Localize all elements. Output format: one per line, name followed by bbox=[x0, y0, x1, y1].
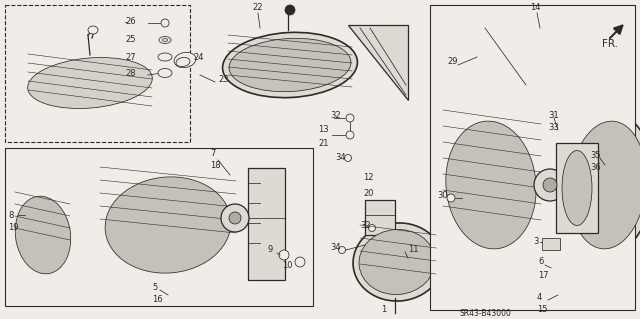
Ellipse shape bbox=[562, 151, 592, 226]
Text: 10: 10 bbox=[282, 261, 292, 270]
Ellipse shape bbox=[15, 196, 71, 274]
Ellipse shape bbox=[159, 36, 171, 43]
Ellipse shape bbox=[88, 26, 98, 34]
Text: 3: 3 bbox=[533, 238, 538, 247]
Ellipse shape bbox=[534, 169, 566, 201]
Text: 11: 11 bbox=[408, 246, 419, 255]
Text: 35: 35 bbox=[590, 151, 600, 160]
Text: 25: 25 bbox=[125, 35, 136, 44]
Text: 32: 32 bbox=[330, 110, 340, 120]
Text: 12: 12 bbox=[363, 174, 374, 182]
Bar bbox=[542, 238, 560, 250]
Ellipse shape bbox=[158, 69, 172, 78]
Ellipse shape bbox=[570, 121, 640, 249]
Polygon shape bbox=[478, 25, 528, 90]
Text: 27: 27 bbox=[125, 53, 136, 62]
Bar bbox=[5, 5, 190, 142]
Text: 16: 16 bbox=[152, 295, 163, 305]
Bar bbox=[556, 143, 598, 233]
Ellipse shape bbox=[161, 19, 169, 27]
Ellipse shape bbox=[22, 53, 157, 114]
Bar bbox=[5, 148, 313, 306]
Ellipse shape bbox=[369, 225, 376, 232]
Text: 19: 19 bbox=[8, 224, 19, 233]
Ellipse shape bbox=[229, 38, 351, 92]
Text: 24: 24 bbox=[193, 54, 204, 63]
Ellipse shape bbox=[105, 177, 231, 273]
Text: 14: 14 bbox=[530, 4, 541, 12]
Text: 23: 23 bbox=[218, 76, 228, 85]
Ellipse shape bbox=[223, 32, 357, 98]
Text: 30: 30 bbox=[437, 190, 447, 199]
Ellipse shape bbox=[11, 190, 79, 280]
Ellipse shape bbox=[158, 53, 172, 61]
Polygon shape bbox=[248, 168, 285, 280]
Ellipse shape bbox=[339, 247, 346, 254]
Ellipse shape bbox=[447, 194, 455, 202]
Text: 1: 1 bbox=[381, 306, 387, 315]
Text: 34: 34 bbox=[330, 243, 340, 253]
Text: 29: 29 bbox=[447, 57, 458, 66]
Ellipse shape bbox=[346, 131, 354, 139]
Text: 34: 34 bbox=[335, 153, 346, 162]
Ellipse shape bbox=[229, 212, 241, 224]
Ellipse shape bbox=[439, 113, 545, 257]
Ellipse shape bbox=[279, 250, 289, 260]
Ellipse shape bbox=[563, 113, 640, 257]
Text: FR.: FR. bbox=[602, 39, 618, 49]
Text: 7: 7 bbox=[210, 150, 216, 159]
Text: 20: 20 bbox=[363, 189, 374, 197]
Text: 31: 31 bbox=[548, 110, 559, 120]
Ellipse shape bbox=[98, 170, 238, 280]
Polygon shape bbox=[348, 25, 408, 100]
Text: 28: 28 bbox=[125, 69, 136, 78]
Ellipse shape bbox=[346, 114, 354, 122]
Ellipse shape bbox=[221, 204, 249, 232]
Ellipse shape bbox=[353, 223, 443, 301]
Bar bbox=[430, 5, 635, 310]
Text: 8: 8 bbox=[8, 211, 13, 219]
Ellipse shape bbox=[446, 121, 536, 249]
Text: 26: 26 bbox=[125, 18, 136, 26]
Text: 22: 22 bbox=[252, 4, 262, 12]
Ellipse shape bbox=[543, 178, 557, 192]
Text: 17: 17 bbox=[538, 271, 548, 279]
Ellipse shape bbox=[285, 5, 295, 15]
Text: 36: 36 bbox=[590, 164, 601, 173]
Text: 4: 4 bbox=[537, 293, 542, 302]
Ellipse shape bbox=[174, 52, 196, 68]
Text: 15: 15 bbox=[537, 305, 547, 314]
Text: SR43-B43000: SR43-B43000 bbox=[460, 308, 512, 317]
Ellipse shape bbox=[344, 154, 351, 161]
Text: 21: 21 bbox=[318, 138, 328, 147]
Text: 9: 9 bbox=[268, 246, 273, 255]
Bar bbox=[365, 200, 395, 235]
Text: 32: 32 bbox=[360, 220, 371, 229]
Text: 18: 18 bbox=[210, 160, 221, 169]
Text: 33: 33 bbox=[548, 123, 559, 132]
Text: 5: 5 bbox=[152, 284, 157, 293]
Ellipse shape bbox=[295, 257, 305, 267]
Ellipse shape bbox=[359, 229, 435, 294]
Text: 6: 6 bbox=[538, 257, 543, 266]
Ellipse shape bbox=[176, 57, 190, 67]
Ellipse shape bbox=[163, 39, 168, 41]
Ellipse shape bbox=[28, 57, 152, 108]
Text: 13: 13 bbox=[318, 125, 328, 135]
